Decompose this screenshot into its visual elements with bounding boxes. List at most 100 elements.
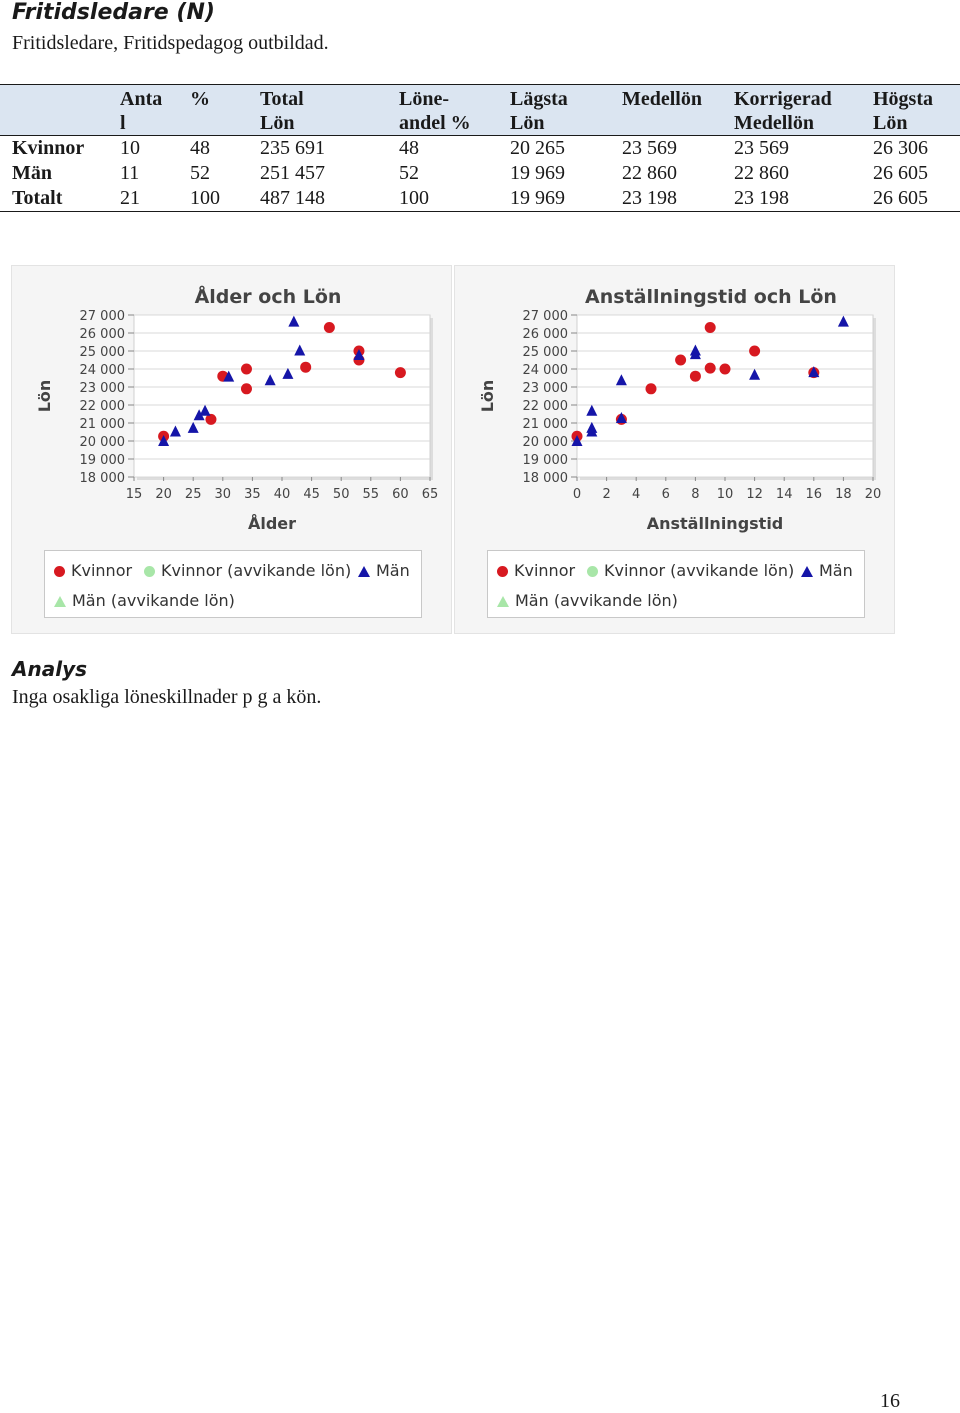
table-cell: 251 457 xyxy=(260,162,325,184)
table-cell: 52 xyxy=(399,162,419,184)
table-cell: 23 198 xyxy=(734,187,789,209)
chart-alder-lon: 27 000 26 000 25 000 24 000 23 000 22 000 21 0… xyxy=(11,265,452,634)
x-tick-label: 8 xyxy=(691,487,699,502)
header-lagsta-lon: Lägsta Lön xyxy=(510,88,568,134)
man-point xyxy=(223,370,235,382)
row-label: Män xyxy=(12,162,52,184)
y-tick-label: 18 000 xyxy=(523,471,569,486)
chart-title: Ålder och Lön xyxy=(195,284,342,308)
y-tick-label: 23 000 xyxy=(523,381,569,396)
kvinnor-point xyxy=(300,361,312,373)
man-point xyxy=(158,435,170,447)
y-tick-label: 23 000 xyxy=(80,381,126,396)
table-cell: 22 860 xyxy=(622,162,677,184)
table-cell: 21 xyxy=(120,187,140,209)
triangle-marker-icon xyxy=(497,596,509,607)
chart-title: Anställningstid och Lön xyxy=(585,286,837,308)
legend-item-kvinnor-avvikande: Kvinnor (avvikande lön) xyxy=(144,561,351,580)
circle-marker-icon xyxy=(497,566,508,577)
kvinnor-point xyxy=(749,345,761,357)
triangle-marker-icon xyxy=(54,596,66,607)
x-tick-label: 2 xyxy=(602,487,610,502)
y-tick-label: 20 000 xyxy=(80,435,126,450)
man-point xyxy=(571,435,583,447)
x-tick-label: 20 xyxy=(155,487,172,502)
x-tick-label: 30 xyxy=(215,487,232,502)
table-row: Totalt 21 100 487 148 100 19 969 23 198 23 198 2… xyxy=(0,186,960,212)
plot-area xyxy=(576,314,874,478)
header-medellon: Medellön xyxy=(622,88,702,110)
y-tick-label: 21 000 xyxy=(523,417,569,432)
x-axis-label: Anställningstid xyxy=(647,514,784,533)
plot-area xyxy=(133,314,431,478)
man-point xyxy=(169,425,181,437)
man-point xyxy=(615,374,627,386)
chart-alder-lon-svg: 27 000 26 000 25 000 24 000 23 000 22 000 21 0… xyxy=(35,284,439,533)
table-cell: 48 xyxy=(399,137,419,159)
kvinnor-point xyxy=(645,383,657,395)
table-cell: 52 xyxy=(190,162,210,184)
legend-item-man: Män xyxy=(801,561,853,580)
y-tick-label: 19 000 xyxy=(80,453,126,468)
kvinnor-point xyxy=(205,413,217,425)
row-label: Totalt xyxy=(12,187,63,209)
x-tick-label: 25 xyxy=(185,487,202,502)
table-cell: 10 xyxy=(120,137,140,159)
x-tick-label: 55 xyxy=(363,487,380,502)
man-point xyxy=(199,404,211,416)
man-point xyxy=(837,315,849,327)
row-label: Kvinnor xyxy=(12,137,85,159)
man-point xyxy=(749,368,761,380)
y-axis-label: Lön xyxy=(478,380,497,413)
man-point xyxy=(294,344,306,356)
legend-alder: Kvinnor Kvinnor (avvikande lön) Män Män … xyxy=(44,550,422,618)
table-row: Kvinnor 10 48 235 691 48 20 265 23 569 23 569 26… xyxy=(0,136,960,161)
header-hogsta-lon: Högsta Lön xyxy=(873,88,933,134)
page-subtitle: Fritidsledare, Fritidspedagog outbildad. xyxy=(12,32,329,54)
x-tick-label: 0 xyxy=(573,487,581,502)
kvinnor-point xyxy=(689,370,701,382)
x-tick-label: 18 xyxy=(835,487,852,502)
triangle-marker-icon xyxy=(358,566,370,577)
y-tick-label: 27 000 xyxy=(523,309,569,324)
table-header: Anta l % Total Lön Löne-andel % Lägsta Lön … xyxy=(0,84,960,136)
y-axis-label: Lön xyxy=(35,380,54,413)
header-procent: % xyxy=(190,88,210,110)
header-antal: Anta l xyxy=(120,88,163,134)
x-tick-label: 6 xyxy=(662,487,670,502)
table-cell: 487 148 xyxy=(260,187,325,209)
man-point xyxy=(586,404,598,416)
y-tick-label: 19 000 xyxy=(523,453,569,468)
x-tick-label: 40 xyxy=(274,487,291,502)
legend-item-man: Män xyxy=(358,561,410,580)
kvinnor-point xyxy=(240,383,252,395)
x-tick-label: 20 xyxy=(865,487,882,502)
circle-marker-icon xyxy=(144,566,155,577)
y-tick-label: 24 000 xyxy=(523,363,569,378)
y-tick-label: 25 000 xyxy=(80,345,126,360)
x-tick-label: 65 xyxy=(422,487,439,502)
x-tick-label: 60 xyxy=(392,487,409,502)
chart-anstallningstid-lon-svg: 27 000 26 000 25 000 24 000 23 000 22 000 21 0… xyxy=(478,286,882,533)
x-axis-label: Ålder xyxy=(248,514,296,533)
y-tick-label: 24 000 xyxy=(80,363,126,378)
legend-item-man-avvikande: Män (avvikande lön) xyxy=(497,591,678,610)
kvinnor-point xyxy=(394,367,406,379)
analysis-text: Inga osakliga löneskillnader p g a kön. xyxy=(12,686,322,708)
kvinnor-point xyxy=(675,354,687,366)
legend-item-kvinnor: Kvinnor xyxy=(497,561,575,580)
x-tick-label: 4 xyxy=(632,487,640,502)
x-tick-label: 35 xyxy=(244,487,261,502)
page-number: 16 xyxy=(880,1390,900,1412)
y-tick-label: 20 000 xyxy=(523,435,569,450)
legend-item-kvinnor-avvikande: Kvinnor (avvikande lön) xyxy=(587,561,794,580)
x-tick-label: 15 xyxy=(126,487,143,502)
table-cell: 235 691 xyxy=(260,137,325,159)
table-cell: 26 605 xyxy=(873,162,928,184)
y-tick-label: 18 000 xyxy=(80,471,126,486)
man-point xyxy=(615,412,627,423)
table-cell: 23 569 xyxy=(622,137,677,159)
man-point xyxy=(689,348,701,360)
kvinnor-point xyxy=(240,363,252,375)
x-tick-label: 16 xyxy=(806,487,823,502)
